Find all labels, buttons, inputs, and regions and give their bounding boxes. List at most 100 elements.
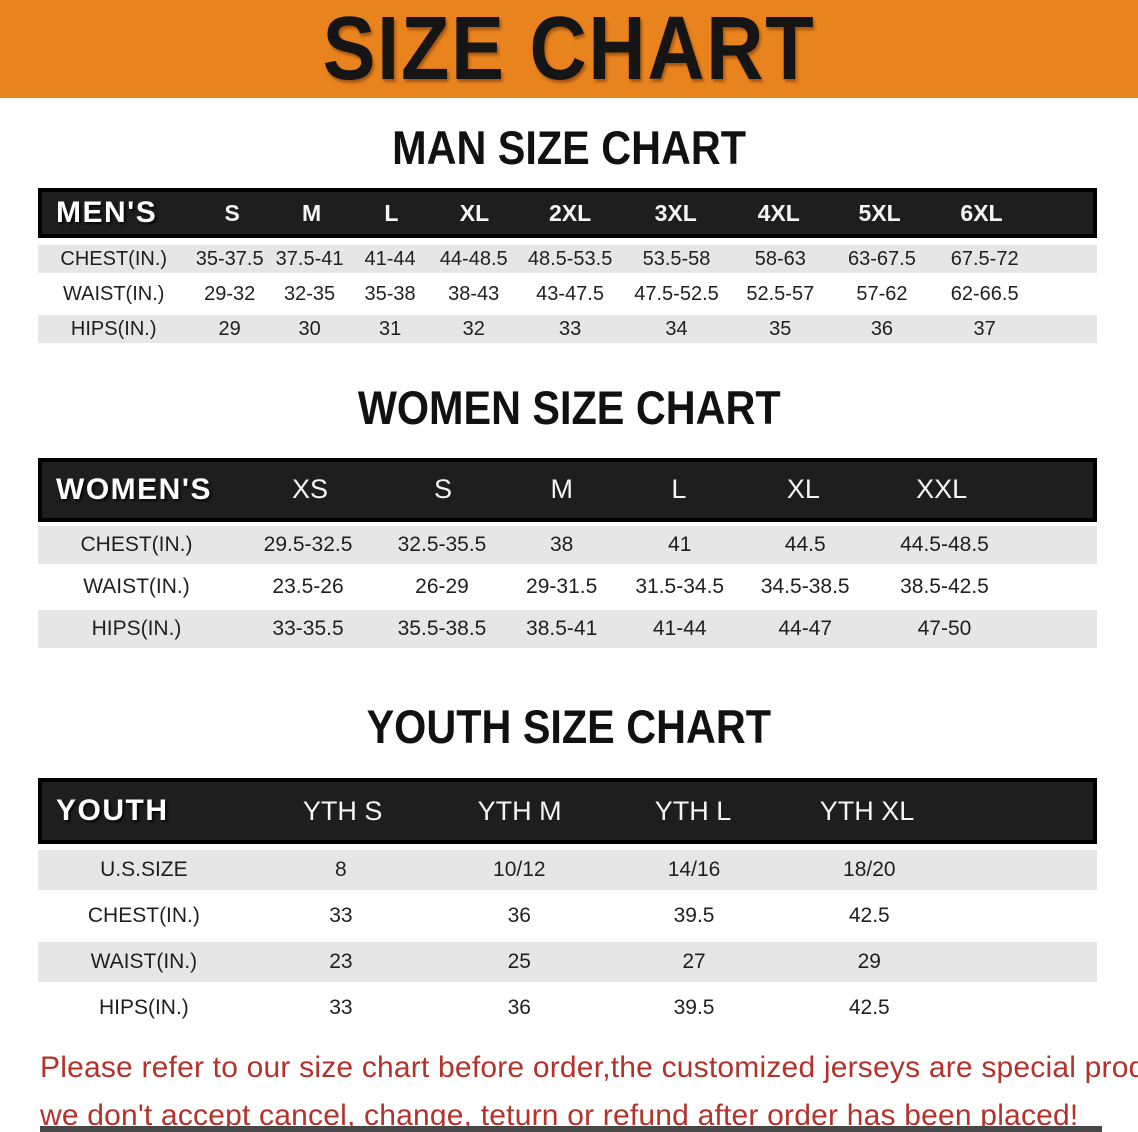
men-section-heading: MAN SIZE CHART	[392, 121, 746, 174]
size-value-cell: 23.5-26	[272, 574, 344, 598]
size-value-cell: 33	[329, 904, 353, 928]
size-value-cell: 14/16	[667, 858, 721, 882]
size-value-cell: 52.5-57	[746, 282, 815, 305]
size-value-cell: 36	[507, 904, 531, 928]
size-value-cell: 30	[298, 317, 321, 340]
size-value-cell: 29-32	[204, 282, 256, 305]
size-column-header: XL	[786, 474, 820, 505]
row-label: CHEST(IN.)	[87, 904, 200, 928]
size-column-header: M	[550, 474, 573, 505]
size-value-cell: 23	[329, 950, 353, 974]
size-value-cell: 37	[973, 317, 996, 340]
row-label: CHEST(IN.)	[80, 532, 193, 556]
size-column-header: 5XL	[858, 199, 901, 226]
women-section: WOMEN SIZE CHART	[0, 381, 1138, 435]
size-value-cell: 53.5-58	[642, 247, 711, 270]
size-value-cell: 47.5-52.5	[634, 282, 719, 305]
size-column-header: YTH M	[477, 795, 562, 826]
bottom-cropped-bar	[40, 1126, 1102, 1132]
row-label: WAIST(IN.)	[90, 950, 198, 974]
women-section-heading: WOMEN SIZE CHART	[357, 381, 781, 435]
size-value-cell: 41-44	[652, 616, 707, 640]
row-label: WAIST(IN.)	[83, 574, 190, 598]
men-section: MAN SIZE CHART	[0, 121, 1138, 174]
size-value-cell: 27	[682, 950, 706, 974]
size-value-cell: 8	[335, 858, 347, 882]
size-value-cell: 42.5	[848, 996, 890, 1020]
size-column-header: S	[433, 474, 452, 505]
size-value-cell: 63-67.5	[848, 247, 916, 270]
size-column-header: 4XL	[757, 199, 800, 226]
measurement-row: CHEST(IN.) 33 36 39.5 42.5	[38, 896, 1097, 936]
size-column-header: L	[384, 199, 399, 226]
table-corner-label: MEN'S	[56, 196, 158, 230]
size-value-cell: 67.5-72	[950, 247, 1019, 270]
measurement-row: WAIST(IN.) 23.5-26 26-29 29-31.5 31.5-34.5 34…	[38, 568, 1097, 606]
size-value-cell: 29	[218, 317, 241, 340]
table-corner-label: YOUTH	[56, 794, 169, 828]
size-column-header: M	[301, 199, 322, 226]
row-label: HIPS(IN.)	[70, 317, 157, 340]
size-value-cell: 35-37.5	[195, 247, 264, 270]
size-value-cell: 47-50	[917, 616, 972, 640]
size-value-cell: 41	[668, 532, 692, 556]
men-size-table: MEN'S S M L XL 2XL 3XL 4XL 5XL 6XL CHEST(IN.) 35-37…	[38, 188, 1097, 344]
size-value-cell: 35-38	[364, 282, 416, 305]
size-value-cell: 35.5-38.5	[397, 616, 487, 640]
measurement-row: CHEST(IN.) 35-37.5 37.5-41 41-44 44-48.5 48.5…	[38, 245, 1097, 274]
table-header-row: MEN'S S M L XL 2XL 3XL 4XL 5XL 6XL	[38, 188, 1097, 239]
row-label: WAIST(IN.)	[62, 282, 165, 305]
banner: SIZE CHART	[0, 0, 1138, 98]
size-value-cell: 29.5-32.5	[263, 532, 353, 556]
size-column-header: XS	[291, 474, 329, 505]
table-header-row: WOMEN'S XS S M L XL XXL	[38, 457, 1097, 522]
youth-section: YOUTH SIZE CHART	[0, 699, 1138, 753]
measurement-row: U.S.SIZE 8 10/12 14/16 18/20	[38, 850, 1097, 891]
size-value-cell: 41-44	[364, 247, 416, 270]
size-column-header: S	[224, 199, 240, 226]
size-value-cell: 57-62	[856, 282, 908, 305]
women-size-table: WOMEN'S XS S M L XL XXL CHEST(IN.) 29.5-32.5 32.5…	[38, 457, 1097, 648]
size-value-cell: 38.5-42.5	[900, 574, 989, 598]
size-value-cell: 31.5-34.5	[635, 574, 725, 598]
size-column-header: YTH S	[302, 795, 383, 826]
size-value-cell: 29-31.5	[526, 574, 598, 598]
size-column-header: L	[671, 474, 687, 505]
row-label: HIPS(IN.)	[98, 996, 189, 1020]
size-value-cell: 37.5-41	[275, 247, 344, 270]
size-column-header: XXL	[916, 474, 968, 505]
size-value-cell: 36	[870, 317, 894, 340]
size-value-cell: 39.5	[673, 996, 715, 1020]
size-value-cell: 33	[329, 996, 353, 1020]
size-value-cell: 32.5-35.5	[397, 532, 487, 556]
size-value-cell: 44-48.5	[439, 247, 508, 270]
youth-section-heading: YOUTH SIZE CHART	[366, 699, 772, 753]
size-value-cell: 35	[769, 317, 792, 340]
youth-size-table: YOUTH YTH S YTH M YTH L YTH XL U.S.SIZE 8 10/12…	[38, 778, 1097, 1028]
measurement-row: WAIST(IN.) 23 25 27 29	[38, 942, 1097, 983]
page-title: SIZE CHART	[322, 0, 816, 99]
measurement-row: HIPS(IN.) 29 30 31 32 33 34 35 36 37	[38, 315, 1097, 344]
size-value-cell: 44.5	[784, 532, 826, 556]
table-header-row: YOUTH YTH S YTH M YTH L YTH XL	[38, 778, 1097, 845]
size-value-cell: 38	[549, 532, 574, 556]
size-value-cell: 26-29	[415, 574, 469, 598]
size-value-cell: 58-63	[754, 247, 806, 270]
measurement-row: CHEST(IN.) 29.5-32.5 32.5-35.5 38 41 44.5 44.5…	[38, 525, 1097, 564]
size-value-cell: 34.5-38.5	[760, 574, 850, 598]
size-value-cell: 29	[857, 950, 881, 974]
size-value-cell: 43-47.5	[536, 282, 604, 305]
size-value-cell: 31	[378, 317, 402, 340]
size-value-cell: 38-43	[448, 282, 500, 305]
size-value-cell: 36	[507, 996, 531, 1020]
size-column-header: 3XL	[654, 199, 697, 226]
row-label: HIPS(IN.)	[91, 616, 182, 640]
order-policy-note-line1: Please refer to our size chart before or…	[40, 1051, 1138, 1085]
size-column-header: 6XL	[960, 199, 1003, 226]
size-value-cell: 39.5	[673, 904, 715, 928]
size-value-cell: 48.5-53.5	[527, 247, 613, 270]
size-value-cell: 18/20	[843, 858, 896, 882]
row-label: CHEST(IN.)	[60, 247, 168, 270]
measurement-row: HIPS(IN.) 33 36 39.5 42.5	[38, 988, 1097, 1028]
